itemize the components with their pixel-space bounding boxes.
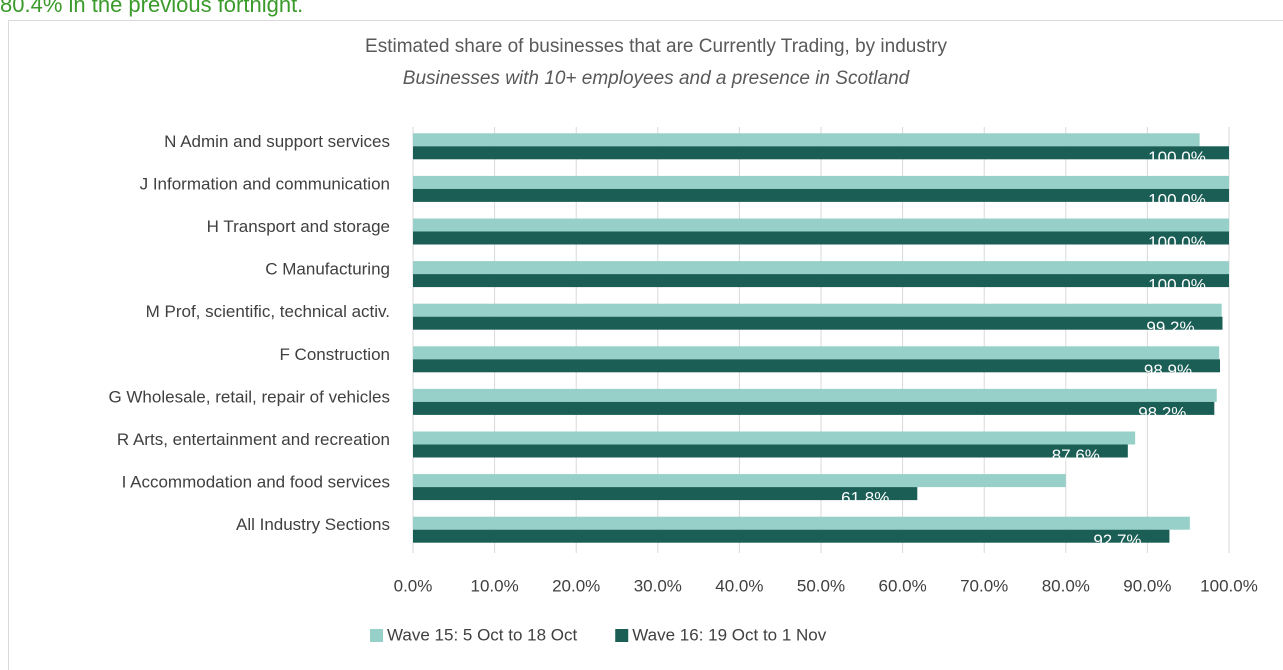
bar [413, 218, 1229, 232]
data-label: 100.0% [1148, 233, 1206, 252]
data-label: 92.7% [1093, 531, 1141, 550]
bar [413, 359, 1221, 373]
x-tick-label: 60.0% [878, 576, 926, 595]
data-label: 100.0% [1148, 148, 1206, 167]
y-tick-label: J Information and communication [140, 174, 390, 193]
data-label: 100.0% [1148, 276, 1206, 295]
bar [413, 444, 1128, 458]
bar [413, 133, 1200, 147]
legend-swatch [370, 629, 383, 642]
bar [413, 188, 1229, 202]
bar [413, 401, 1215, 415]
y-tick-label: M Prof, scientific, technical activ. [146, 302, 390, 321]
bar [413, 231, 1229, 245]
y-tick-label: G Wholesale, retail, repair of vehicles [108, 387, 390, 406]
bar [413, 346, 1220, 360]
chart-subtitle: Businesses with 10+ employees and a pres… [403, 68, 911, 89]
data-label: 98.2% [1138, 403, 1186, 422]
data-label: 100.0% [1148, 190, 1206, 209]
legend-label: Wave 15: 5 Oct to 18 Oct [387, 625, 578, 644]
x-tick-label: 30.0% [634, 576, 682, 595]
intro-text: 80.4% in the previous fortnight. [0, 0, 303, 17]
x-tick-label: 0.0% [394, 576, 433, 595]
bar [413, 261, 1229, 275]
bar [413, 274, 1229, 288]
y-tick-label: C Manufacturing [265, 260, 390, 279]
x-tick-label: 10.0% [470, 576, 518, 595]
data-label: 61.8% [841, 489, 889, 508]
chart-title: Estimated share of businesses that are C… [365, 36, 947, 57]
legend-label: Wave 16: 19 Oct to 1 Nov [632, 625, 827, 644]
legend-swatch [615, 629, 629, 642]
x-tick-label: 50.0% [797, 576, 845, 595]
bar [413, 146, 1229, 160]
bar [413, 175, 1229, 189]
y-tick-label: R Arts, entertainment and recreation [117, 430, 390, 449]
y-tick-label: H Transport and storage [207, 217, 390, 236]
y-tick-label: F Construction [279, 345, 390, 364]
data-label: 99.2% [1146, 318, 1194, 337]
bar [413, 431, 1136, 445]
x-tick-label: 80.0% [1042, 576, 1090, 595]
y-tick-label: All Industry Sections [236, 515, 390, 534]
data-label: 98.9% [1144, 361, 1192, 380]
bar [413, 303, 1222, 317]
x-tick-label: 100.0% [1200, 576, 1258, 595]
bar [413, 316, 1223, 330]
x-tick-label: 90.0% [1123, 576, 1171, 595]
y-tick-label: I Accommodation and food services [122, 473, 390, 492]
bar [413, 388, 1217, 402]
bar [413, 474, 1066, 488]
y-tick-label: N Admin and support services [164, 132, 390, 151]
x-tick-label: 70.0% [960, 576, 1008, 595]
data-label: 87.6% [1052, 446, 1100, 465]
bar [413, 487, 918, 501]
x-tick-label: 20.0% [552, 576, 600, 595]
bar [413, 516, 1190, 530]
chart-frame [8, 20, 1283, 670]
x-tick-label: 40.0% [715, 576, 763, 595]
bar [413, 529, 1170, 543]
